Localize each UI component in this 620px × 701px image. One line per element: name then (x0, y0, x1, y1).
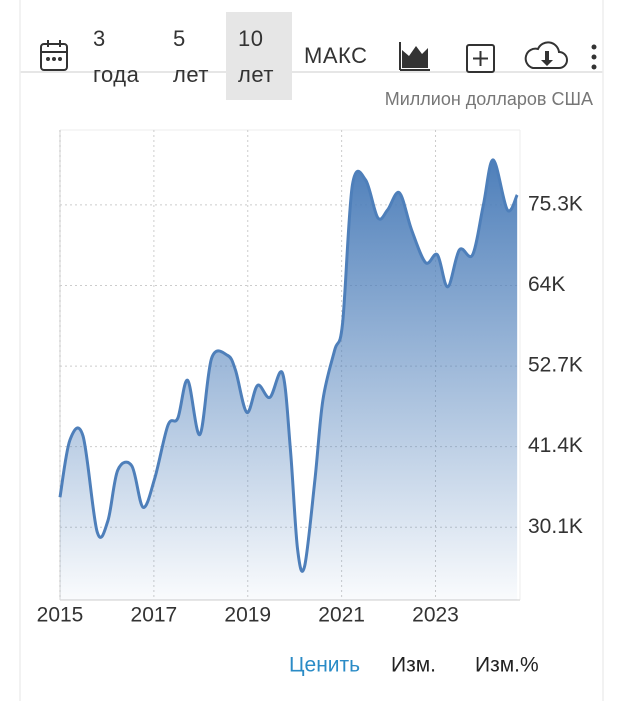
y-tick-label: 30.1K (528, 515, 583, 538)
y-tick-label: 75.3K (528, 192, 583, 215)
selected-range-bg (226, 12, 292, 100)
unit-label: Миллион долларов США (385, 89, 593, 109)
tab[interactable]: Изм. (391, 654, 436, 677)
x-tick-label: 2015 (37, 604, 84, 627)
compare-button[interactable] (466, 44, 495, 73)
range-max[interactable]: МАКС (304, 43, 367, 68)
range-label: лет (173, 62, 209, 87)
range-label: 3 (93, 26, 106, 51)
calendar-button[interactable] (40, 40, 68, 71)
range-10y[interactable]: 10 лет (238, 26, 274, 87)
line (58, 158, 519, 573)
range-label: 10 (238, 26, 263, 51)
y-tick-label: 52.7K (528, 354, 583, 377)
range-5y[interactable]: 5 лет (173, 26, 209, 87)
range-label: 5 (173, 26, 186, 51)
range-label: года (93, 62, 140, 87)
menu-button[interactable] (591, 44, 597, 70)
area (60, 159, 518, 600)
x-tick-label: 2021 (318, 604, 365, 627)
download-button[interactable] (524, 41, 568, 69)
y-tick-label: 41.4K (528, 434, 583, 457)
plot: 30.1K 41.4K 52.7K 64K 75.3K 2015 2017 2019 2021 2… (37, 129, 583, 627)
range-3y[interactable]: 3 года (93, 26, 140, 87)
x-tick-label: 2023 (412, 604, 459, 627)
x-tick-label: 2019 (224, 604, 271, 627)
range-label: лет (238, 62, 274, 87)
y-tick-label: 64K (528, 273, 565, 296)
chart-type-button[interactable] (399, 42, 430, 71)
tab[interactable]: Ценить (289, 654, 360, 677)
tab[interactable]: Изм.% (475, 654, 539, 677)
x-tick-label: 2017 (131, 604, 178, 627)
